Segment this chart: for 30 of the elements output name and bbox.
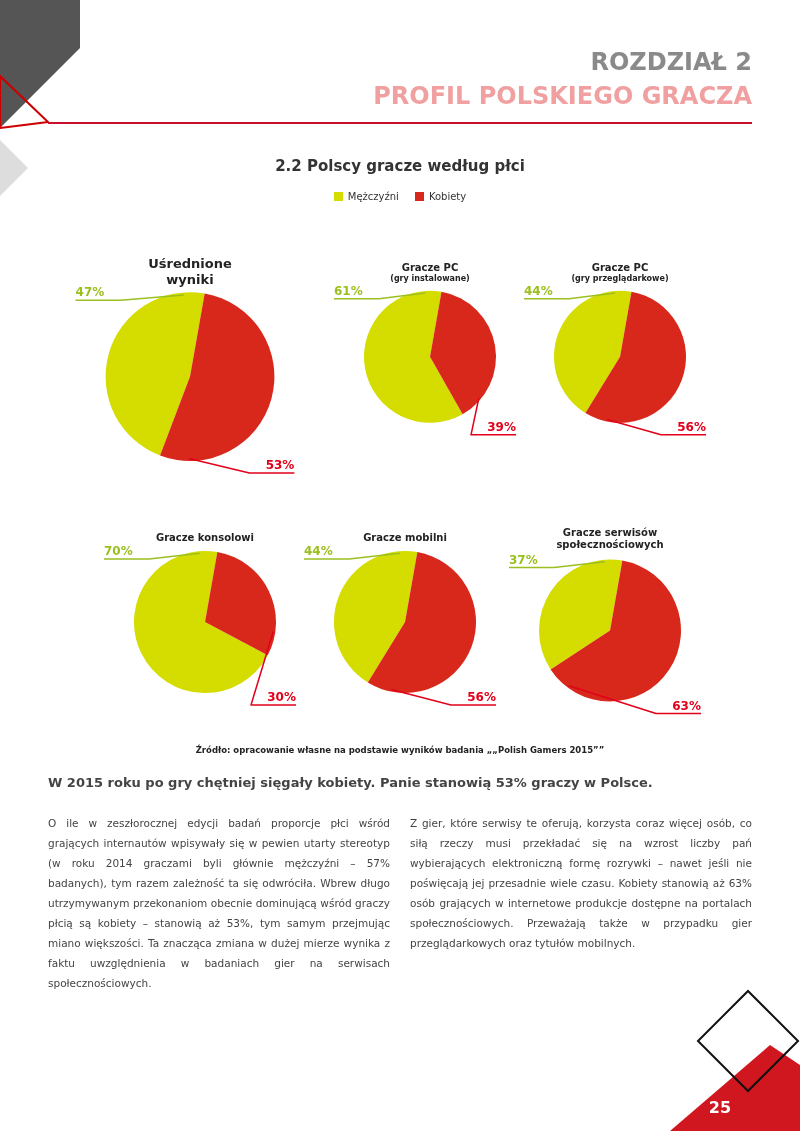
chart-title: Gracze serwisów społecznościowych: [556, 526, 664, 550]
text: O ile w zeszłorocznej edycji badań proporcje płci wśród grających internautów wpisywały się w pewien utarty stereotyp (w roku 2014 graczami byli głównie mężczyźni – 57% badanych), tym razem zależność ta się odwróciła. Wbrew długo utrzymywanym przekonaniom obecnie dominującą wśród graczy płcią są kobiety – stanowią aż 53%, tym samym przejmując miano większości. Ta znacząca zmiana w dużej mierze wynika z faktu uwzględnienia w badaniach gier na serwisach społecznościowych.: [48, 817, 390, 989]
text: W 2015 roku po gry chętniej sięgały kobiety. Panie stanowią 53% graczy w Polsce.: [48, 775, 654, 790]
data-label: 44%: [304, 544, 333, 558]
chart-title: Gracze PC: [401, 261, 459, 273]
text: Uśrednione wyniki: [148, 256, 232, 287]
data-label: 39%: [487, 419, 516, 434]
data-label: 56%: [467, 690, 496, 704]
text: PROFIL POLSKIEGO GRACZA: [373, 82, 752, 110]
data-label: 44%: [524, 283, 553, 298]
data-label: 53%: [265, 458, 295, 472]
text: Źródło: opracowanie własne na podstawie wyników badania „„Polish Gamers 2015””: [194, 745, 606, 755]
text: 2.2 Polscy gracze według płci: [274, 157, 526, 175]
chart-title: Gracze mobilni: [363, 531, 447, 543]
chart-title: Gracze PC: [591, 261, 649, 273]
data-label: 47%: [75, 285, 105, 300]
data-label: 63%: [672, 698, 701, 713]
chart-subtitle: (gry instalowane): [390, 273, 470, 283]
data-label: 56%: [677, 419, 706, 434]
data-label: 70%: [104, 544, 133, 558]
data-label: 30%: [267, 690, 296, 704]
legend-label: Mężczyźni: [347, 191, 399, 202]
text: 25: [707, 1098, 733, 1117]
chart-subtitle: (gry przeglądarkowe): [571, 273, 669, 283]
text: Z gier, które serwisy te oferują, korzysta coraz więcej osób, co siłą rzeczy musi przekładać się na wzrost liczby pań wybierających elektroniczną formę rozrywki – nawet jeśli nie poświęcają jej przesadnie wiele czasu. Kobiety stanowią aż 63% osób grających w internetowe produkcje dostępne na portalach społecznościowych. Przeważają także w przypadku gier przeglądarkowych oraz tytułów mobilnych.: [410, 816, 752, 951]
text: ROZDZIAŁ 2: [590, 48, 752, 76]
data-label: 37%: [509, 552, 538, 567]
data-label: 61%: [334, 283, 363, 298]
chart-title: Gracze konsolowi: [155, 531, 255, 543]
legend-label: Kobiety: [428, 191, 467, 202]
